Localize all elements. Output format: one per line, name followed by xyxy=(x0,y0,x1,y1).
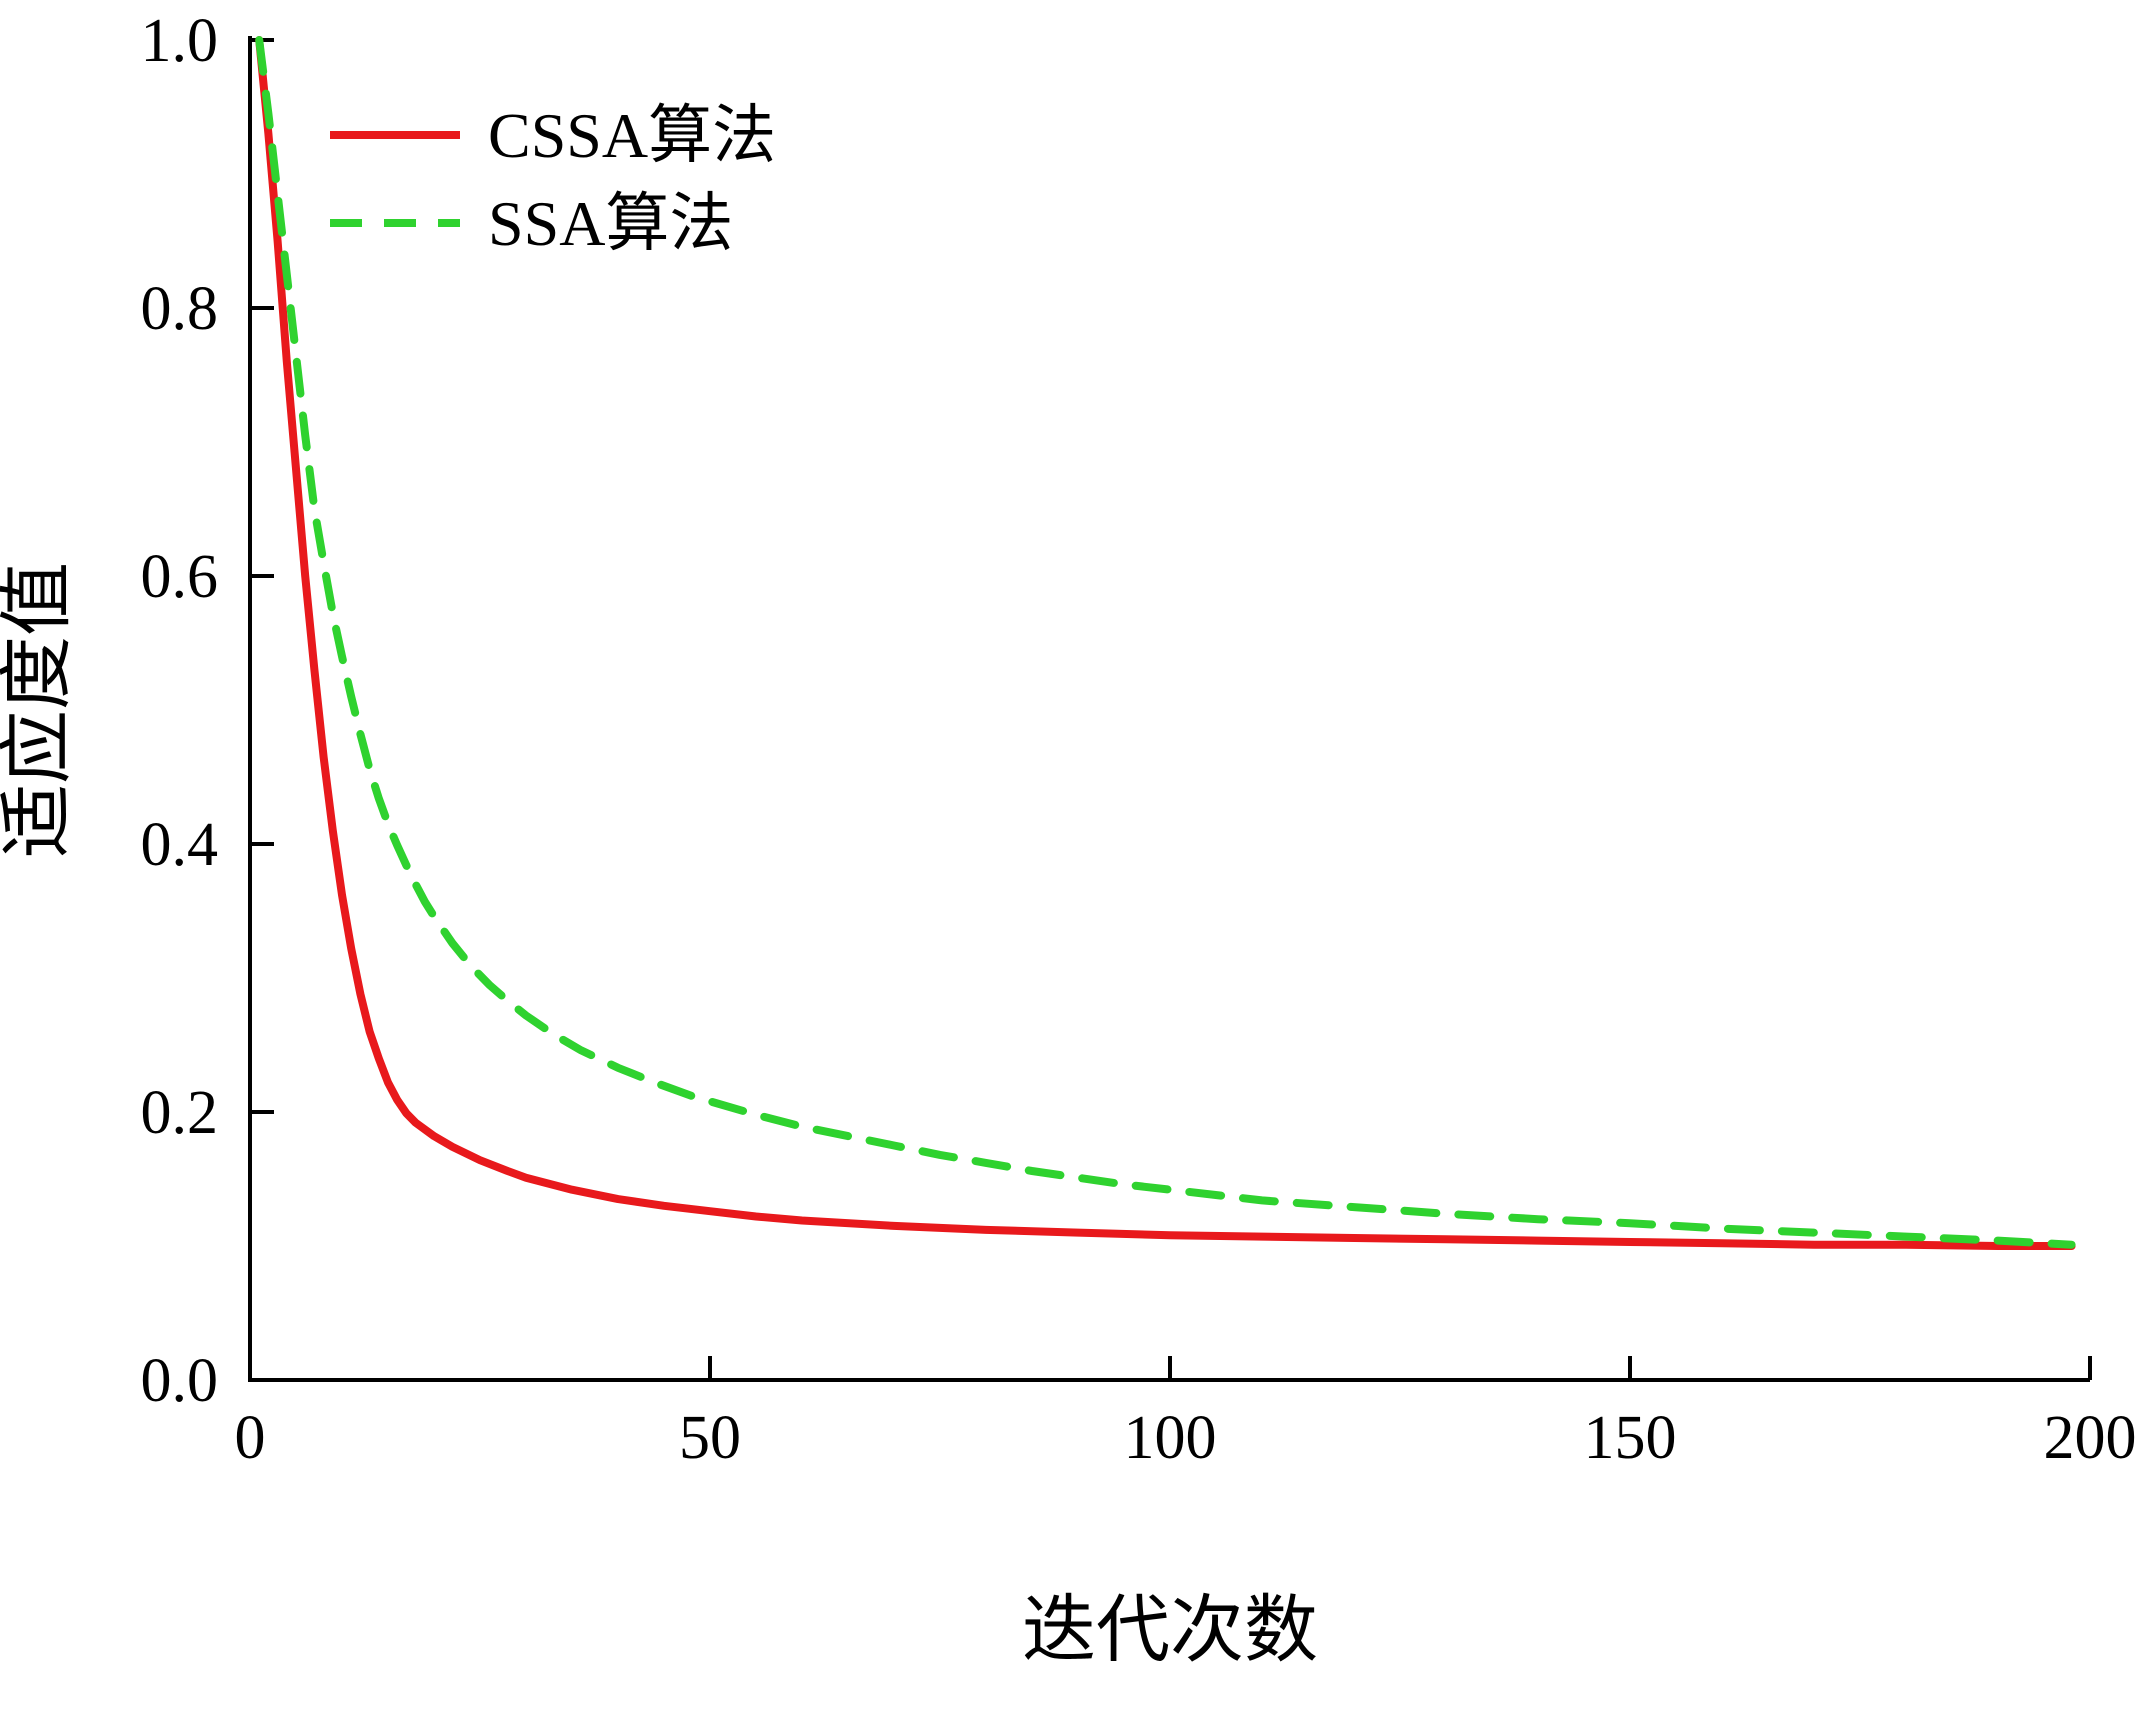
y-tick-label: 0.6 xyxy=(141,543,219,611)
x-axis-label: 迭代次数 xyxy=(1022,1590,1318,1672)
legend-label: SSA算法 xyxy=(488,188,733,259)
x-tick-label: 150 xyxy=(1584,1404,1677,1472)
y-tick-label: 1.0 xyxy=(141,7,219,75)
x-tick-label: 100 xyxy=(1124,1404,1217,1472)
series-line-cssa xyxy=(255,36,2076,1250)
y-axis-label: 适应度值 xyxy=(0,562,79,858)
x-tick-label: 0 xyxy=(235,1404,266,1472)
y-tick-label: 0.0 xyxy=(141,1347,219,1415)
x-tick-label: 50 xyxy=(679,1404,741,1472)
y-tick-label: 0.2 xyxy=(141,1079,219,1147)
y-tick-label: 0.4 xyxy=(141,811,219,879)
legend-label: CSSA算法 xyxy=(488,100,776,171)
plot-area: 0 50 100 150 200 0.0 0.2 0.4 0.6 0.8 1.0 CSSA算法 SSA算… xyxy=(141,7,2137,1472)
x-tick-label: 200 xyxy=(2044,1404,2137,1472)
series-line-ssa xyxy=(255,36,2076,1249)
y-tick-label: 0.8 xyxy=(141,275,219,343)
